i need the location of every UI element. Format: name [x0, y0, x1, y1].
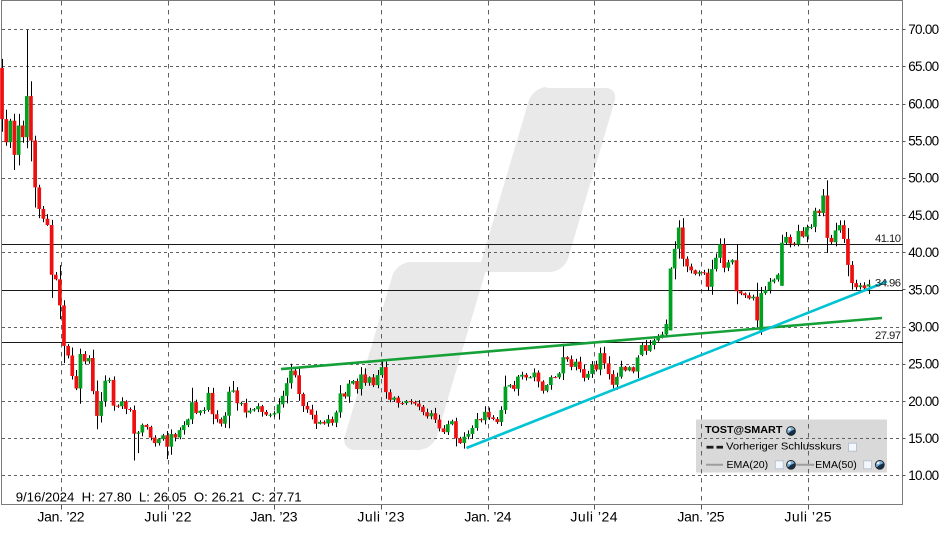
svg-text:65.00: 65.00	[908, 59, 939, 74]
svg-text:50.00: 50.00	[908, 171, 939, 186]
svg-text:15.00: 15.00	[908, 431, 939, 446]
svg-text:Jan. ’24: Jan. ’24	[464, 509, 511, 525]
svg-text:9/16/2024 H: 27.80 L: 26.05: 9/16/2024 H: 27.80 L: 26.05 O: 26.21 C: …	[16, 490, 302, 505]
svg-text:Jan. ’23: Jan. ’23	[250, 509, 297, 525]
svg-text:70.00: 70.00	[908, 22, 939, 37]
svg-text:40.00: 40.00	[908, 245, 939, 260]
svg-text:Jan. ’22: Jan. ’22	[37, 509, 84, 525]
svg-text:27.97: 27.97	[875, 330, 901, 342]
svg-text:Juli ’24: Juli ’24	[570, 509, 617, 525]
svg-text:30.00: 30.00	[908, 320, 939, 335]
svg-text:35.00: 35.00	[908, 282, 939, 297]
svg-text:41.10: 41.10	[875, 233, 901, 245]
svg-text:55.00: 55.00	[908, 134, 939, 149]
svg-text:34.96: 34.96	[875, 278, 901, 290]
svg-text:Juli ’23: Juli ’23	[357, 509, 404, 525]
svg-text:Jan. ’25: Jan. ’25	[677, 509, 724, 525]
svg-text:EMA(50): EMA(50)	[815, 460, 857, 471]
svg-text:45.00: 45.00	[908, 208, 939, 223]
svg-text:10.00: 10.00	[908, 468, 939, 483]
svg-text:Juli ’22: Juli ’22	[144, 509, 191, 525]
svg-text:60.00: 60.00	[908, 96, 939, 111]
svg-text:25.00: 25.00	[908, 357, 939, 372]
svg-text:20.00: 20.00	[908, 394, 939, 409]
svg-text:TOST@SMART: TOST@SMART	[705, 425, 782, 436]
svg-text:EMA(20): EMA(20)	[727, 460, 769, 471]
svg-text:Vorheriger Schlusskurs: Vorheriger Schlusskurs	[726, 442, 841, 453]
svg-text:Juli ’25: Juli ’25	[784, 509, 831, 525]
